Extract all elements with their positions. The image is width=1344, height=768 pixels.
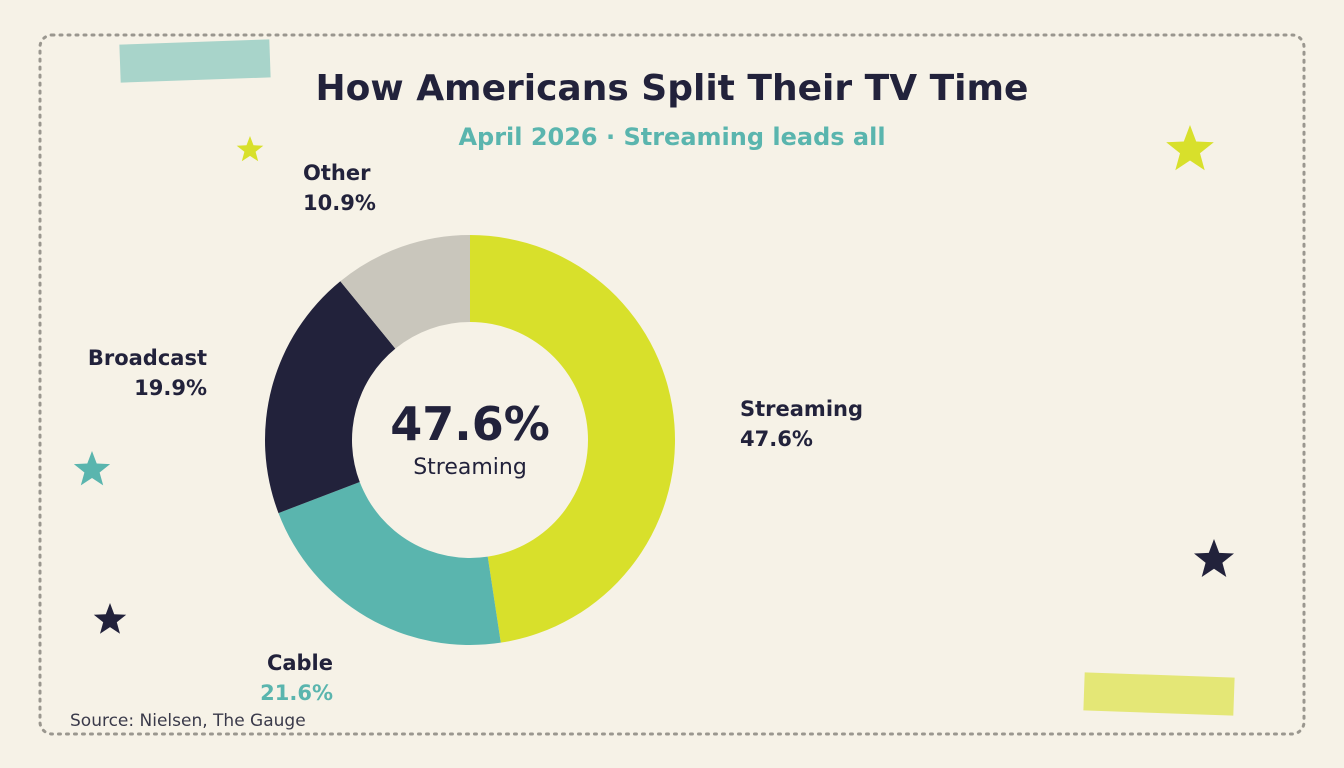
lime-tape-decoration: [1083, 672, 1235, 716]
donut-slices: [265, 235, 675, 645]
slice-value-cable: 21.6%: [260, 681, 333, 705]
slice-other: [340, 235, 470, 349]
slice-label-broadcast: Broadcast: [88, 346, 207, 370]
slice-label-other: Other: [303, 161, 371, 185]
slice-broadcast: [265, 281, 396, 514]
lime-star-icon: [236, 136, 264, 162]
slice-value-broadcast: 19.9%: [134, 376, 207, 400]
navy-star-icon: [93, 603, 127, 634]
source-note: Source: Nielsen, The Gauge: [70, 711, 306, 731]
chart-subtitle: April 2026 · Streaming leads all: [458, 123, 885, 151]
slice-value-other: 10.9%: [303, 191, 376, 215]
slice-streaming: [470, 235, 675, 643]
lime-star-icon: [1166, 125, 1214, 171]
slice-labels: Streaming 47.6% Cable 21.6% Broadcast 19.9% Ot…: [88, 161, 863, 705]
slice-value-streaming: 47.6%: [740, 427, 813, 451]
slice-label-streaming: Streaming: [740, 397, 863, 421]
teal-star-icon: [73, 451, 111, 486]
slice-cable: [278, 482, 501, 645]
center-label: Streaming: [413, 455, 527, 480]
slice-label-cable: Cable: [267, 651, 333, 675]
center-value: 47.6%: [390, 397, 550, 451]
navy-star-icon: [1194, 539, 1234, 577]
teal-tape-decoration: [119, 39, 271, 83]
chart-title: How Americans Split Their TV Time: [316, 68, 1029, 109]
